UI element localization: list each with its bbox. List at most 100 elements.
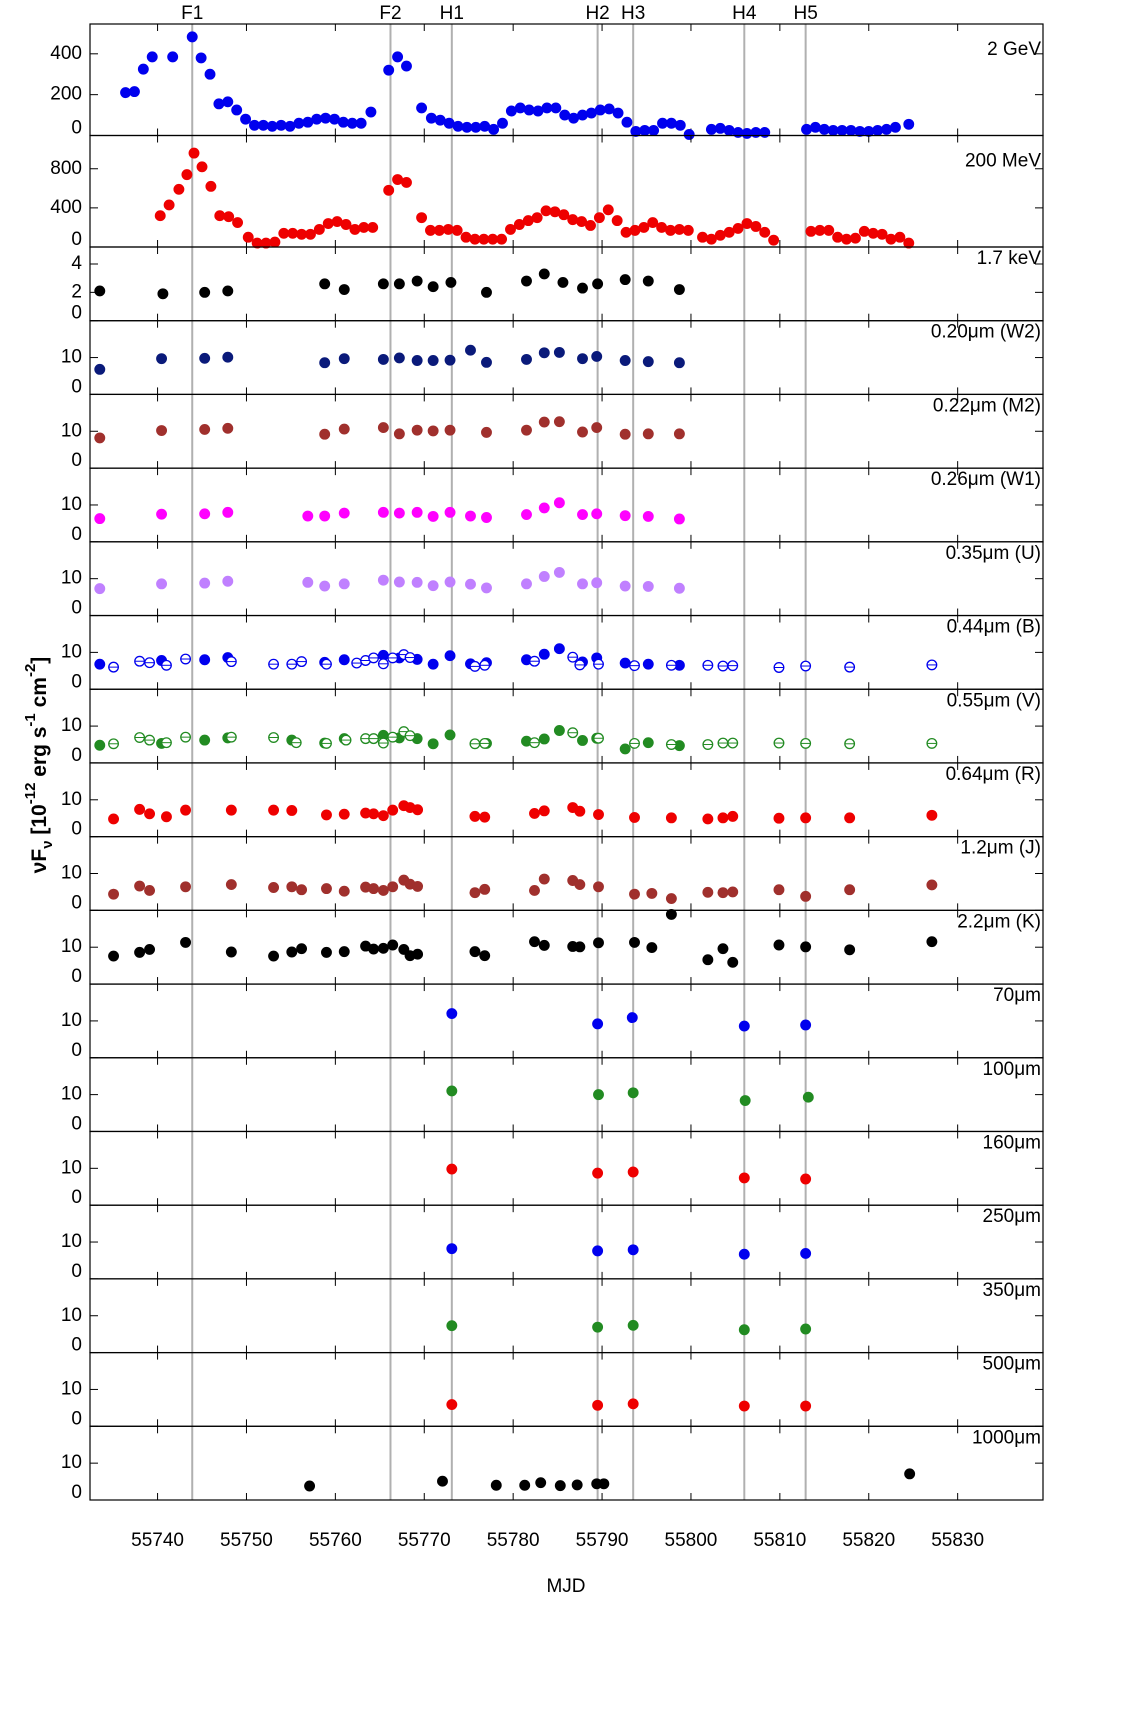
x-tick-label: 55830: [931, 1530, 984, 1551]
marker: [338, 507, 350, 519]
marker: [591, 508, 603, 520]
marker: [926, 879, 938, 891]
data-point: [629, 737, 640, 749]
marker: [144, 943, 156, 955]
data-point: [108, 813, 120, 825]
marker: [809, 121, 821, 133]
marker: [674, 119, 686, 131]
data-point: [619, 510, 631, 522]
data-point: [487, 233, 499, 245]
marker: [479, 811, 491, 823]
data-point: [401, 176, 412, 188]
marker: [296, 943, 308, 955]
marker: [805, 225, 817, 237]
marker: [134, 803, 146, 815]
marker: [173, 183, 185, 195]
marker: [257, 119, 269, 131]
marker: [338, 423, 350, 435]
data-point: [465, 344, 476, 356]
marker: [186, 31, 198, 43]
marker: [522, 215, 534, 227]
data-point: [926, 659, 938, 671]
data-point: [702, 886, 714, 898]
data-point: [427, 658, 439, 670]
marker: [411, 576, 423, 588]
marker: [465, 510, 476, 522]
marker: [665, 893, 677, 905]
data-point: [705, 123, 717, 135]
data-point: [329, 113, 340, 125]
marker: [355, 117, 367, 129]
marker: [205, 180, 217, 192]
data-point: [311, 113, 323, 125]
data-point: [496, 233, 508, 245]
data-point: [521, 424, 532, 436]
marker: [647, 217, 659, 228]
data-point: [199, 352, 211, 364]
data-point: [469, 946, 481, 958]
data-point: [642, 737, 654, 749]
marker: [513, 219, 525, 230]
marker: [437, 1475, 448, 1487]
marker: [94, 363, 106, 375]
data-point: [738, 1020, 750, 1032]
marker: [242, 231, 254, 243]
data-point: [881, 123, 892, 135]
marker: [759, 226, 771, 238]
marker: [319, 278, 331, 290]
data-point: [286, 946, 298, 958]
data-point: [773, 737, 785, 749]
marker: [387, 881, 399, 893]
panel-label: 1000μm: [972, 1427, 1041, 1448]
data-point: [593, 809, 604, 820]
marker: [465, 344, 476, 356]
data-point: [199, 286, 211, 298]
data-point: [529, 655, 540, 667]
marker: [538, 347, 550, 359]
data-point: [592, 1245, 604, 1257]
data-point: [885, 233, 897, 245]
data-point: [94, 432, 106, 444]
data-point: [801, 123, 812, 135]
data-point: [593, 212, 605, 224]
marker: [199, 423, 211, 435]
marker: [393, 507, 405, 519]
data-point: [714, 122, 726, 134]
data-point: [505, 223, 516, 235]
marker: [593, 212, 605, 224]
y-tick-label: 10: [61, 1157, 82, 1178]
marker: [638, 221, 650, 233]
data-point: [647, 217, 659, 228]
data-point: [319, 357, 331, 369]
marker: [452, 120, 464, 132]
marker: [800, 1248, 812, 1259]
panel-frame: [89, 983, 1044, 1059]
marker: [577, 426, 588, 438]
marker: [319, 428, 331, 440]
marker: [903, 118, 915, 130]
marker: [225, 946, 237, 958]
marker: [844, 884, 856, 896]
marker: [577, 735, 588, 746]
marker: [598, 1478, 610, 1490]
marker: [321, 809, 332, 821]
data-point: [319, 580, 331, 592]
marker: [469, 946, 481, 958]
data-point: [349, 223, 361, 235]
x-tick-label: 55760: [309, 1530, 362, 1551]
panel-frame: [89, 1057, 1044, 1133]
data-point: [553, 416, 565, 428]
marker: [642, 428, 654, 440]
marker: [156, 508, 168, 520]
marker: [225, 879, 237, 891]
panel-frame: [89, 1278, 1044, 1354]
marker: [521, 353, 532, 365]
y-tick-label: 0: [71, 1113, 82, 1134]
marker: [269, 236, 281, 248]
marker: [592, 1321, 604, 1333]
data-point: [446, 1163, 458, 1175]
data-point: [627, 1087, 639, 1099]
marker: [732, 222, 744, 234]
data-point: [849, 232, 861, 244]
data-point: [529, 936, 540, 948]
